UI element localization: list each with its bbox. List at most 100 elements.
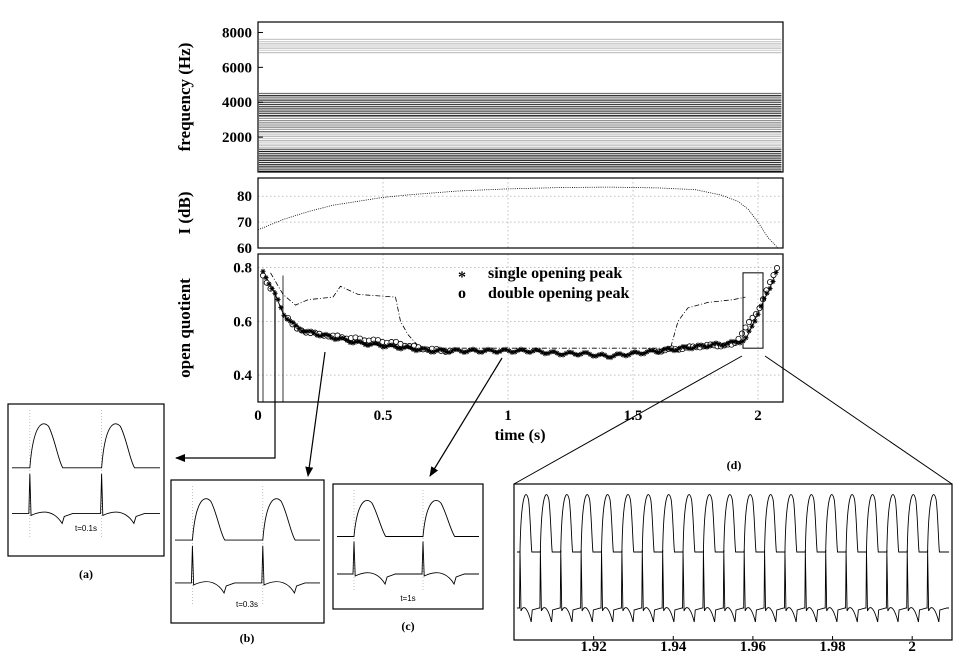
inset-d-tick-label: 1.94 (660, 639, 687, 654)
single-peak-marker (332, 336, 338, 343)
single-peak-marker (353, 339, 359, 345)
oq-x-tick-label: 0.5 (374, 408, 393, 424)
single-peak-marker (707, 343, 713, 349)
single-peak-marker (566, 349, 572, 355)
single-peak-marker (341, 335, 347, 341)
single-peak-marker (452, 346, 458, 353)
single-peak-marker (416, 347, 422, 353)
oq-x-tick-label: 1 (504, 408, 512, 424)
double-peak-marker (746, 319, 753, 326)
spectrogram-y-tick-label: 6000 (222, 60, 252, 76)
intensity-y-ticks: 60 70 80 (237, 189, 252, 257)
single-peak-marker (554, 350, 560, 356)
single-peak-marker (641, 351, 647, 357)
single-peak-marker (290, 319, 296, 326)
single-peak-marker (467, 347, 473, 353)
single-peak-marker (374, 340, 380, 347)
single-peak-marker (599, 351, 605, 357)
single-peak-marker (266, 281, 272, 287)
single-peak-marker (335, 336, 341, 342)
single-peak-marker (581, 349, 587, 356)
single-peak-marker (590, 353, 596, 359)
single-peak-marker (443, 349, 449, 355)
single-peak-marker (386, 342, 392, 348)
oq-frame (257, 253, 784, 403)
spectrogram-frame (257, 21, 784, 173)
intensity-y-label: I (dB) (175, 192, 194, 235)
oq-x-label: time (s) (494, 427, 545, 444)
single-peak-marker (461, 349, 467, 356)
single-peak-marker (746, 328, 752, 334)
single-peak-marker (527, 349, 533, 356)
single-peak-marker (260, 268, 266, 274)
single-peak-marker (392, 343, 398, 349)
single-peak-marker (560, 352, 566, 358)
single-peak-marker (302, 329, 308, 335)
arrow-to-inset-b (305, 351, 326, 477)
single-peak-marker (674, 347, 680, 353)
single-peak-marker (656, 349, 662, 355)
single-peak-marker (293, 322, 299, 329)
single-peak-marker (728, 338, 734, 345)
single-peak-marker (464, 349, 470, 355)
single-peak-marker (686, 346, 692, 352)
single-peak-marker (383, 344, 389, 350)
single-peak-marker (749, 323, 755, 329)
single-peak-marker (488, 347, 494, 353)
single-peak-marker (551, 348, 557, 355)
inset-d-flow-waveform (517, 494, 949, 553)
single-peak-marker (365, 342, 371, 349)
single-peak-marker (287, 318, 293, 324)
single-peak-marker (650, 347, 656, 353)
oq-y-label: open quotient (175, 278, 194, 378)
single-peak-marker (623, 353, 629, 359)
intensity-y-tick-label: 60 (237, 241, 252, 257)
inset-b-waveforms (175, 486, 320, 605)
oq-x-tick-label: 0 (254, 408, 262, 424)
single-peak-marker (680, 343, 686, 350)
intensity-panel: 60 70 80 I (dB) (175, 177, 784, 257)
single-peak-marker (542, 351, 548, 357)
single-peak-marker (428, 349, 434, 355)
single-peak-marker (629, 350, 635, 356)
oq-panel: 0.4 0.6 0.8 0 0.5 1 1.5 2 open quotient time (… (175, 253, 784, 444)
single-peak-marker (491, 348, 497, 355)
single-peak-marker (533, 347, 539, 353)
inset-d-waveforms (517, 494, 949, 623)
spectrogram-y-tick-label: 2000 (222, 130, 252, 146)
legend-label-single: single opening peak (488, 265, 622, 282)
inset-d-tick-label: 1.96 (740, 639, 767, 654)
single-peak-marker (350, 340, 356, 346)
single-peak-marker (545, 350, 551, 356)
inset-derivative-waveform (175, 545, 320, 595)
single-peak-marker (329, 335, 335, 341)
legend-marker-circle: o (458, 285, 466, 302)
single-peak-marker (419, 345, 425, 352)
single-peak-marker (773, 270, 779, 276)
oq-y-tick-label: 0.8 (233, 260, 252, 276)
single-peak-marker (671, 348, 677, 354)
single-peak-marker (521, 347, 527, 353)
double-peak-marker (749, 314, 756, 321)
single-peak-marker (425, 347, 431, 353)
oq-single-peak-markers (260, 268, 779, 361)
inset-d-tick-label: 1.92 (581, 639, 607, 654)
single-peak-marker (338, 335, 344, 341)
single-peak-marker (506, 348, 512, 354)
inset-flow-waveform (175, 498, 320, 541)
single-peak-marker (515, 347, 521, 353)
single-peak-marker (347, 339, 353, 346)
single-peak-marker (767, 285, 773, 292)
inset-d-tick-label: 1.98 (819, 639, 845, 654)
inset-a-time-label: t=0.1s (75, 524, 97, 533)
zoom-line-left (513, 355, 743, 485)
single-peak-marker (722, 342, 728, 348)
single-peak-marker (620, 352, 626, 358)
single-peak-marker (731, 338, 737, 345)
single-peak-marker (701, 343, 707, 349)
single-peak-marker (314, 332, 320, 338)
single-peak-marker (485, 346, 491, 352)
single-peak-marker (434, 347, 440, 353)
inset-a: t=0.1s (a) (7, 403, 165, 581)
single-peak-marker (362, 341, 368, 348)
